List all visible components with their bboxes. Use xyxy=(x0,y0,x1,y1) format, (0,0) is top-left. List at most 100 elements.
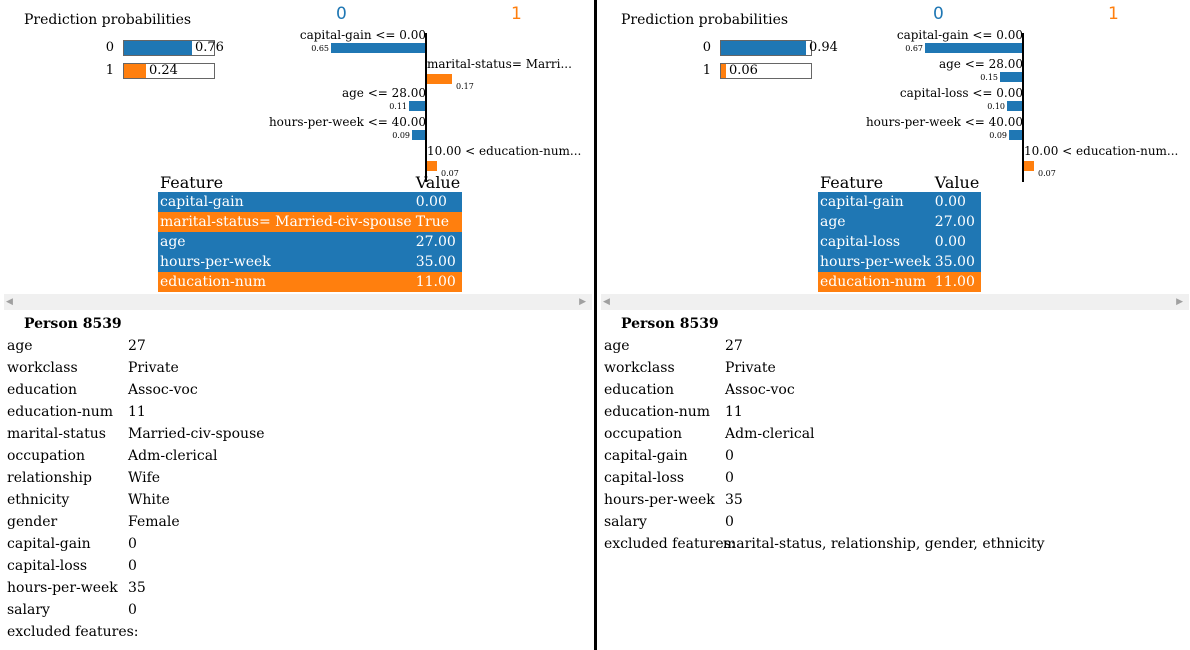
probability-value: 0.94 xyxy=(809,40,838,55)
feature-name-cell: capital-gain xyxy=(160,194,244,210)
explanation-feature-bar xyxy=(1007,101,1022,111)
explanation-feature-weight: 0.07 xyxy=(441,169,459,178)
attribute-name: education-num xyxy=(604,404,711,420)
attribute-value: 0 xyxy=(725,514,734,530)
probability-bar-fill xyxy=(721,64,727,78)
explanation-feature-bar xyxy=(427,161,437,171)
probability-class-label: 0 xyxy=(702,40,711,55)
attribute-value: 0 xyxy=(128,558,137,574)
explanation-feature-weight: 0.11 xyxy=(389,102,407,111)
probability-bar-box xyxy=(123,63,215,79)
horizontal-scrollbar[interactable]: ◀ ▶ xyxy=(601,294,1189,310)
explanation-feature-bar xyxy=(409,101,425,111)
explanation-feature-weight: 0.10 xyxy=(987,102,1005,111)
attribute-name: capital-loss xyxy=(7,558,88,574)
person-attribute-row: education Assoc-voc xyxy=(7,382,587,404)
probability-row: 0 0.94 xyxy=(597,40,838,58)
probability-class-label: 1 xyxy=(702,63,711,78)
explanation-class-header: 1 xyxy=(1108,4,1119,24)
probability-row: 1 0.06 xyxy=(597,63,817,81)
attribute-name: hours-per-week xyxy=(604,492,715,508)
explanation-feature-bar xyxy=(1000,72,1022,82)
attribute-name: relationship xyxy=(7,470,92,486)
feature-table-row: marital-status= Married-civ-spouse True xyxy=(158,212,463,232)
attribute-value: 0 xyxy=(725,448,734,464)
explanation-feature-weight: 0.17 xyxy=(456,82,474,91)
attribute-name: excluded features: xyxy=(7,624,139,640)
triangle-left-icon[interactable]: ◀ xyxy=(6,297,13,307)
feature-name-cell: hours-per-week xyxy=(820,254,931,270)
attribute-value: Wife xyxy=(128,470,161,486)
person-attribute-row: excluded features: xyxy=(7,624,587,646)
attribute-name: hours-per-week xyxy=(7,580,118,596)
probability-value: 0.24 xyxy=(149,63,178,78)
attribute-name: workclass xyxy=(604,360,675,376)
explanation-feature-label: 10.00 < education-num... xyxy=(427,144,582,158)
feature-name-cell: hours-per-week xyxy=(160,254,271,270)
feature-value-cell: 35.00 xyxy=(415,254,456,270)
triangle-right-icon[interactable]: ▶ xyxy=(1176,297,1183,307)
feature-value-table: Feature Value capital-gain 0.00 marital-stat… xyxy=(158,172,463,292)
feature-table-row: age 27.00 xyxy=(158,232,463,252)
attribute-name: occupation xyxy=(604,426,682,442)
explanation-feature-weight: 0.09 xyxy=(989,131,1007,140)
explanation-feature-bar xyxy=(427,74,452,84)
feature-table-header: Feature Value xyxy=(158,172,462,192)
attribute-value: Private xyxy=(725,360,776,376)
attribute-value: 11 xyxy=(725,404,743,420)
explanation-feature-weight: 0.65 xyxy=(311,44,329,53)
person-attribute-row: occupation Adm-clerical xyxy=(604,426,1184,448)
attribute-name: marital-status xyxy=(7,426,106,442)
feature-value-cell: 0.00 xyxy=(934,234,966,250)
attribute-value: Married-civ-spouse xyxy=(128,426,265,442)
horizontal-scrollbar[interactable]: ◀ ▶ xyxy=(4,294,592,310)
attribute-value: 0 xyxy=(128,602,137,618)
explanation-feature-label: age <= 28.00 xyxy=(938,57,1023,71)
explanation-feature-bar xyxy=(1009,130,1022,140)
feature-table-row: hours-per-week 35.00 xyxy=(158,252,463,272)
explanation-feature-weight: 0.09 xyxy=(392,131,410,140)
feature-value-cell: 0.00 xyxy=(934,194,966,210)
attribute-value: Adm-clerical xyxy=(128,448,218,464)
attribute-name: ethnicity xyxy=(7,492,70,508)
probability-bar-fill xyxy=(721,41,806,55)
person-title: Person 8539 xyxy=(24,316,122,332)
attribute-value: Adm-clerical xyxy=(725,426,815,442)
person-attribute-row: education-num 11 xyxy=(604,404,1184,426)
attribute-value: White xyxy=(128,492,170,508)
explanation-axis xyxy=(1022,33,1024,182)
probability-bar-box xyxy=(123,40,215,56)
explanation-feature-bar xyxy=(331,43,425,53)
feature-name-cell: capital-loss xyxy=(820,234,901,250)
feature-column-header: Feature xyxy=(820,172,884,192)
explanation-feature-label: capital-gain <= 0.00 xyxy=(896,28,1023,42)
person-attribute-row: relationship Wife xyxy=(7,470,587,492)
feature-table-row: capital-loss 0.00 xyxy=(818,232,982,252)
feature-table-row: education-num 11.00 xyxy=(818,272,982,292)
attribute-value: 0 xyxy=(725,470,734,486)
attribute-value: 35 xyxy=(725,492,743,508)
feature-name-cell: age xyxy=(820,214,846,230)
attribute-name: age xyxy=(7,338,33,354)
explanation-feature-bar xyxy=(1024,161,1034,171)
explanation-feature-label: marital-status= Marri... xyxy=(427,57,572,71)
attribute-name: education xyxy=(604,382,674,398)
person-attribute-row: age 27 xyxy=(7,338,587,360)
feature-table-row: capital-gain 0.00 xyxy=(818,192,982,212)
person-title: Person 8539 xyxy=(621,316,719,332)
triangle-right-icon[interactable]: ▶ xyxy=(579,297,586,307)
explanation-class-header: 0 xyxy=(933,4,944,24)
attribute-name: capital-gain xyxy=(604,448,688,464)
attribute-name: capital-loss xyxy=(604,470,685,486)
attribute-name: gender xyxy=(7,514,58,530)
probability-value: 0.06 xyxy=(729,63,758,78)
explanation-feature-bar xyxy=(925,43,1022,53)
explanation-feature-label: capital-loss <= 0.00 xyxy=(899,86,1023,100)
explanation-feature-label: capital-gain <= 0.00 xyxy=(299,28,426,42)
person-attribute-row: salary 0 xyxy=(604,514,1184,536)
explanation-feature-weight: 0.67 xyxy=(905,44,923,53)
attribute-name: age xyxy=(604,338,630,354)
attribute-value: 27 xyxy=(725,338,743,354)
probability-bar-box xyxy=(720,63,812,79)
triangle-left-icon[interactable]: ◀ xyxy=(603,297,610,307)
